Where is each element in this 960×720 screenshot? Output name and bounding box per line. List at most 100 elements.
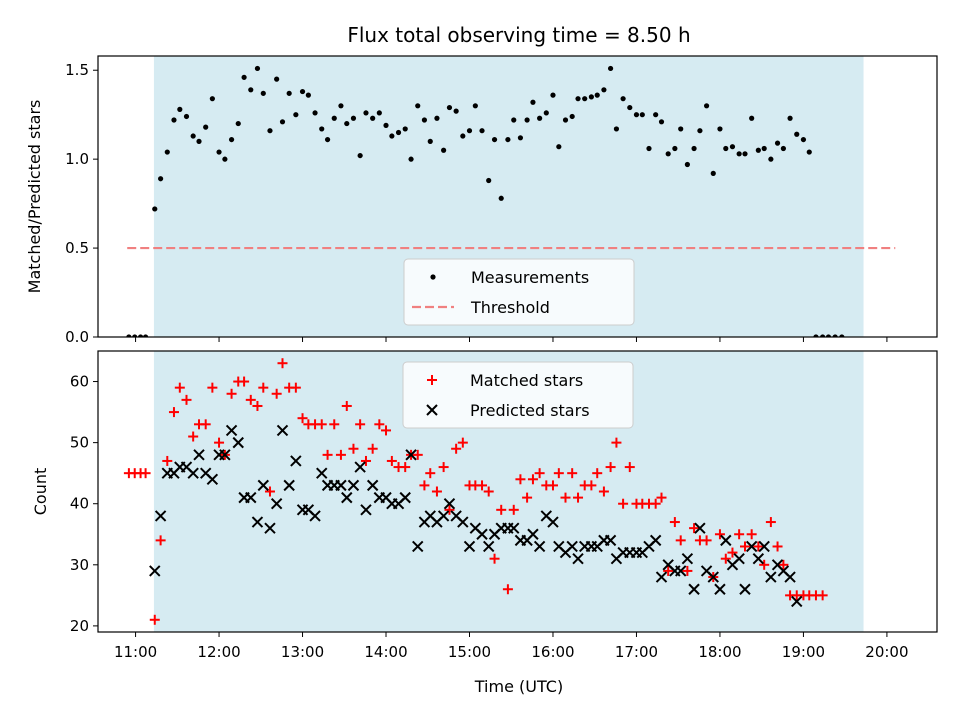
predicted-star-point [219, 449, 231, 461]
matched-star-point [348, 443, 359, 454]
matched-star-point [431, 486, 442, 497]
measurement-point [228, 136, 235, 143]
measurement-point [196, 138, 202, 144]
predicted-star-point [482, 540, 495, 553]
predicted-star-point [366, 479, 379, 492]
predicted-star-point [476, 528, 488, 540]
measurement-point [825, 334, 832, 337]
predicted-star-point [149, 565, 161, 577]
x-tick-label: 11:00 [114, 643, 157, 661]
matched-star-point [444, 504, 455, 515]
predicted-star-point [707, 571, 719, 583]
measurement-point [820, 334, 826, 337]
measurement-point [703, 103, 710, 109]
predicted-star-point [733, 552, 745, 565]
measurement-point [338, 103, 344, 109]
matched-star-point [656, 492, 667, 503]
measurement-point [132, 334, 138, 337]
measurement-point [723, 145, 729, 152]
measurement-point [305, 92, 311, 98]
measurement-point [517, 135, 524, 141]
predicted-star-point [604, 534, 617, 547]
predicted-star-point [688, 583, 700, 595]
legend-matched-swatch [427, 375, 437, 385]
measurement-point [794, 131, 800, 137]
measurement-point [543, 110, 549, 116]
measurement-point [639, 112, 645, 118]
measurement-point [286, 90, 292, 96]
y-tick-label: 60 [70, 373, 89, 391]
measurement-point [319, 126, 325, 132]
predicted-star-point [649, 534, 662, 547]
y-tick-label: 20 [70, 617, 89, 635]
predicted-star-point [270, 498, 283, 510]
matched-star-point [226, 388, 237, 399]
predicted-star-point [784, 571, 796, 583]
predicted-star-point [547, 516, 559, 528]
y-tick-label: 1.0 [65, 150, 89, 168]
measurement-point [691, 145, 697, 152]
matched-star-point [214, 437, 225, 448]
predicted-star-point [675, 565, 687, 577]
predicted-star-point [765, 571, 777, 583]
measurement-point [800, 136, 807, 143]
matched-star-point [624, 462, 635, 473]
matched-star-point [663, 565, 674, 576]
predicted-star-point [437, 510, 450, 522]
legend-label: Threshold [470, 298, 550, 317]
measurement-point [486, 177, 492, 184]
measurement-point [839, 334, 845, 337]
measurement-point [550, 92, 556, 98]
matched-star-point [329, 419, 340, 430]
matched-star-point [360, 455, 371, 466]
matched-star-point [341, 400, 352, 411]
predicted-star-point [354, 461, 366, 473]
matched-star-point [386, 455, 397, 466]
measurement-point [402, 126, 408, 132]
measurement-point [241, 74, 247, 80]
predicted-star-point [457, 516, 469, 528]
matched-star-point [322, 449, 333, 460]
measurement-point [684, 161, 690, 168]
legend: Matched stars Predicted stars [402, 361, 634, 429]
matched-star-point [400, 462, 411, 473]
y-tick-label: 0.0 [65, 328, 89, 346]
predicted-star-point [193, 449, 205, 461]
measurement-point [633, 112, 640, 118]
y-tick-label: 30 [70, 556, 89, 574]
measurement-point [472, 103, 478, 109]
measurement-point [183, 113, 190, 120]
measurement-point [415, 103, 421, 109]
matched-star-point [239, 376, 250, 387]
plot-area [123, 358, 828, 625]
predicted-star-point [443, 498, 456, 510]
x-tick-label: 19:00 [782, 643, 825, 661]
matched-star-point [759, 559, 770, 570]
matched-star-point [714, 529, 725, 540]
measurement-point [190, 133, 196, 139]
plot-area [126, 65, 896, 337]
predicted-star-point [341, 491, 353, 504]
measurement-point [460, 133, 466, 139]
measurement-point [729, 144, 736, 150]
y-axis-label: Matched/Predicted stars [25, 100, 44, 294]
measurement-point [774, 140, 781, 146]
measurement-point [267, 128, 273, 134]
matched-star-point [650, 498, 661, 509]
measurement-point [171, 117, 177, 123]
measurement-point [627, 104, 633, 111]
legend-label: Predicted stars [470, 401, 590, 420]
matched-star-point [553, 468, 564, 479]
matched-star-point [174, 382, 185, 393]
legend-box [402, 361, 634, 429]
measurement-point [562, 117, 569, 123]
measurement-point [556, 144, 562, 150]
matched-star-point [489, 553, 500, 564]
y-tick-label: 50 [70, 434, 89, 452]
matched-star-point [515, 474, 526, 485]
matched-star-point [508, 504, 519, 515]
matched-star-point [611, 437, 622, 448]
predicted-star-point [187, 467, 199, 479]
measurement-point [665, 151, 671, 157]
matched-star-point [734, 529, 745, 540]
